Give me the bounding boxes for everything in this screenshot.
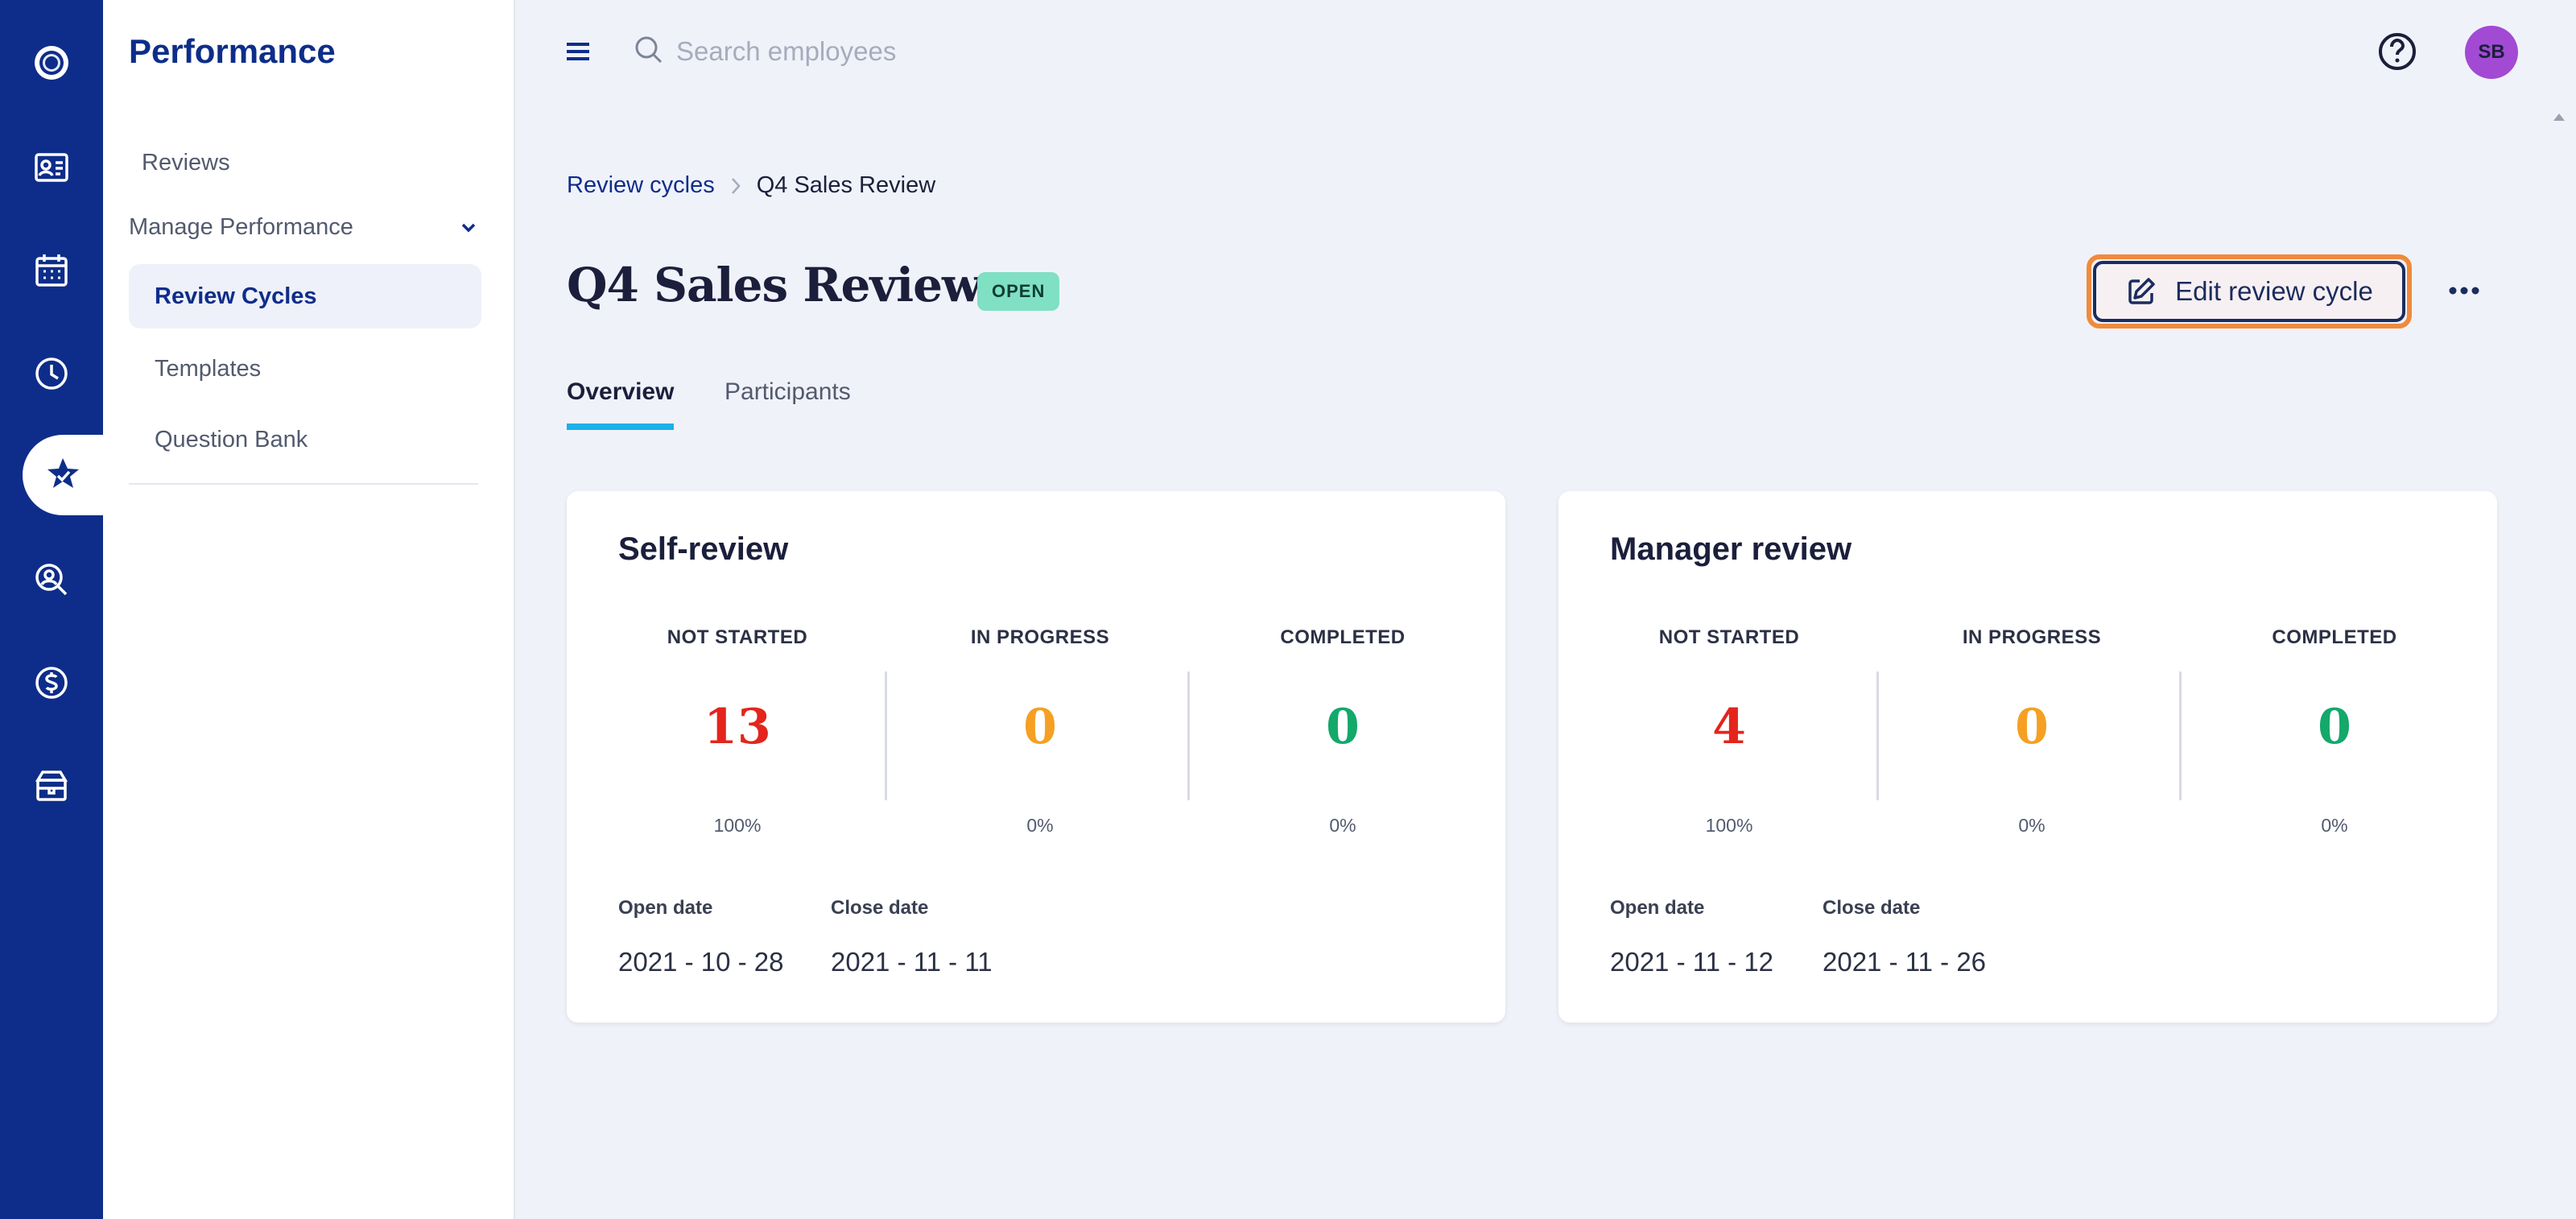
tab-overview[interactable]: Overview — [567, 378, 675, 430]
stat-label: NOT STARTED — [1658, 626, 1800, 648]
side-menu-group-manage-performance[interactable]: Manage Performance — [129, 214, 478, 241]
side-menu: Performance Reviews Manage Performance R… — [103, 0, 515, 1219]
breadcrumb-link-review-cycles[interactable]: Review cycles — [567, 172, 715, 198]
dollar-icon[interactable] — [0, 643, 103, 723]
status-badge: OPEN — [977, 272, 1060, 311]
stat-divider — [1876, 671, 1879, 800]
stat-percent: 100% — [1705, 815, 1753, 836]
breadcrumb-current: Q4 Sales Review — [756, 172, 936, 198]
side-menu-item-review-cycles[interactable]: Review Cycles — [129, 264, 481, 329]
stat-completed: COMPLETED 0 — [1191, 626, 1494, 763]
edit-button-label: Edit review cycle — [2175, 276, 2373, 306]
stat-value: 0 — [1326, 699, 1360, 755]
open-date-label: Open date — [1610, 897, 1705, 919]
icon-rail — [0, 0, 103, 1219]
more-horizontal-icon — [2449, 287, 2479, 295]
help-icon[interactable] — [2376, 31, 2418, 72]
stat-percent: 0% — [2018, 815, 2046, 836]
stat-label: NOT STARTED — [667, 626, 808, 648]
chevron-right-icon — [731, 177, 741, 194]
open-date-value: 2021 - 10 - 28 — [618, 947, 784, 977]
side-menu-item-question-bank[interactable]: Question Bank — [155, 427, 308, 452]
stat-label: COMPLETED — [1280, 626, 1406, 648]
chevron-down-icon — [461, 223, 476, 232]
focus-outline — [2087, 254, 2412, 329]
self-review-card: Self-review NOT STARTED 13 IN PROGRESS 0… — [567, 491, 1505, 1023]
edit-review-cycle-button[interactable]: Edit review cycle — [2093, 261, 2405, 322]
side-menu-divider — [129, 483, 478, 485]
calendar-icon[interactable] — [0, 230, 103, 311]
breadcrumb: Review cycles Q4 Sales Review — [567, 172, 935, 199]
card-title: Manager review — [1610, 531, 1852, 567]
stat-value: 0 — [2015, 699, 2049, 755]
stat-divider — [1187, 671, 1190, 800]
card-title: Self-review — [618, 531, 789, 567]
close-date-label: Close date — [831, 897, 929, 919]
package-icon[interactable] — [0, 746, 103, 826]
side-menu-title: Performance — [129, 32, 336, 70]
hamburger-menu-icon[interactable] — [564, 37, 592, 66]
stat-value: 4 — [1712, 699, 1746, 755]
stat-in-progress: IN PROGRESS 0 — [889, 626, 1191, 763]
stat-percent: 0% — [2321, 815, 2348, 836]
stat-label: COMPLETED — [2272, 626, 2397, 648]
scroll-up-arrow-icon[interactable] — [2552, 111, 2566, 122]
search-input[interactable] — [676, 29, 1320, 74]
stat-divider — [2179, 671, 2182, 800]
side-menu-item-reviews[interactable]: Reviews — [142, 150, 230, 176]
stat-not-started: NOT STARTED 13 — [586, 626, 889, 763]
stat-label: IN PROGRESS — [1962, 626, 2102, 648]
close-date-value: 2021 - 11 - 26 — [1823, 947, 1987, 977]
group-label: Manage Performance — [129, 214, 353, 240]
search-person-icon[interactable] — [0, 539, 103, 620]
stat-percent: 0% — [1329, 815, 1356, 836]
stat-in-progress: IN PROGRESS 0 — [1880, 626, 2183, 763]
more-options-button[interactable] — [2444, 271, 2484, 311]
star-badge-icon[interactable] — [23, 435, 103, 515]
open-date-label: Open date — [618, 897, 713, 919]
stat-value: 0 — [2318, 699, 2351, 755]
close-date-value: 2021 - 11 - 11 — [831, 947, 993, 977]
open-date-value: 2021 - 11 - 12 — [1610, 947, 1774, 977]
stat-label: IN PROGRESS — [970, 626, 1110, 648]
manager-review-card: Manager review NOT STARTED 4 IN PROGRESS… — [1558, 491, 2497, 1023]
logo-icon[interactable] — [0, 23, 103, 103]
user-avatar[interactable]: SB — [2465, 26, 2518, 79]
id-card-icon[interactable] — [0, 127, 103, 208]
close-date-label: Close date — [1823, 897, 1921, 919]
stat-percent: 0% — [1026, 815, 1054, 836]
search-icon — [635, 36, 663, 64]
clock-icon[interactable] — [0, 333, 103, 414]
stat-value: 13 — [704, 699, 771, 755]
stat-percent: 100% — [713, 815, 762, 836]
edit-icon — [2128, 278, 2155, 304]
stat-value: 0 — [1023, 699, 1057, 755]
tab-participants[interactable]: Participants — [724, 378, 851, 405]
stat-not-started: NOT STARTED 4 — [1578, 626, 1880, 763]
stat-completed: COMPLETED 0 — [2183, 626, 2486, 763]
side-menu-item-templates[interactable]: Templates — [155, 356, 262, 382]
page-title: Q4 Sales Review — [567, 258, 982, 312]
stat-divider — [885, 671, 887, 800]
